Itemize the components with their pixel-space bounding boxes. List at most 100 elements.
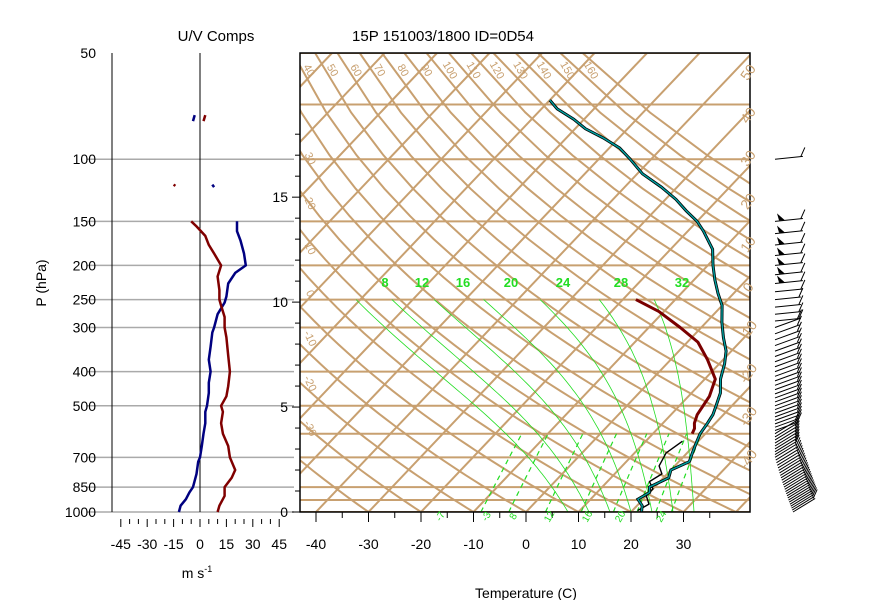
dry-adiabat: [300, 189, 737, 512]
dry-adiabat: [300, 107, 750, 472]
wind-barb-shaft: [774, 318, 800, 328]
dry-adiabat: [403, 53, 750, 340]
wind-barb-feather: [796, 391, 802, 401]
wind-component-v_upper: [202, 114, 207, 122]
isotherm: [630, 385, 750, 512]
theta-label-top: 140: [534, 60, 554, 82]
wind-barb-shaft: [774, 330, 800, 341]
theta-label-left: -20: [301, 374, 319, 393]
wind-barb-shaft: [774, 324, 800, 335]
wind-barb-feather: [798, 302, 804, 312]
isotherm-label-right: -20: [736, 360, 761, 386]
wind-barb-feather: [796, 371, 802, 381]
pressure-tick-label: 850: [73, 479, 97, 495]
wind-barb-shaft: [790, 492, 814, 507]
wind-axis-unit: m s: [182, 565, 205, 581]
wind-barb-feather: [800, 279, 806, 290]
wind-barb-shaft: [776, 448, 799, 464]
wind-barb-feather: [800, 209, 806, 219]
wind-barb-feather: [796, 321, 802, 332]
wind-barb-feather: [796, 395, 802, 405]
isotherm: [315, 53, 750, 512]
temperature-axis-label: Temperature (C): [475, 585, 577, 600]
wind-barb-feather: [796, 343, 802, 354]
wind-barb-shaft: [774, 288, 803, 293]
wind-barb-shaft: [788, 488, 812, 503]
wind-barb-shaft: [774, 357, 800, 368]
wind-barb-shaft: [774, 384, 800, 395]
wind-barb-feather: [800, 253, 806, 263]
theta-label-top: 40: [300, 62, 317, 79]
wind-barb-shaft: [792, 497, 816, 513]
height-tick-label: 0: [280, 504, 288, 520]
wind-tick-label: 15: [219, 536, 235, 552]
moist-adiabat: [483, 299, 632, 512]
isotherm-label-right: 40: [737, 104, 759, 126]
wind-barb-shaft: [774, 396, 800, 407]
wind-barb-shaft: [774, 440, 798, 456]
isotherm: [735, 495, 750, 512]
dry-adiabat: [300, 458, 370, 512]
temperature-tick-label: -30: [358, 536, 378, 552]
left-panel-title: U/V Comps: [178, 28, 255, 45]
wind-barb-pennant: [777, 266, 785, 274]
wind-component-u_upper: [191, 114, 196, 122]
dry-adiabat: [314, 53, 750, 426]
wind-barb-shaft: [774, 241, 803, 246]
height-tick-label: 10: [272, 294, 288, 310]
isotherm: [300, 53, 543, 310]
isotherm: [577, 330, 750, 512]
wind-barb-feather: [796, 442, 802, 452]
isotherm: [300, 53, 333, 89]
mixing-ratio-label: 20: [504, 275, 518, 290]
dry-adiabat: [300, 342, 527, 512]
wind-barb-shaft: [774, 437, 798, 453]
wind-barb-shaft: [774, 362, 800, 373]
pressure-tick-label: 200: [73, 257, 97, 273]
wind-barb-shaft: [779, 458, 802, 474]
theta-label-left: 20: [302, 196, 318, 212]
sounding-dewpoint: [637, 440, 683, 512]
wind-barb-feather: [796, 439, 802, 450]
wind-barb-shaft: [774, 443, 798, 458]
wind-barb-shaft: [785, 477, 808, 492]
dry-adiabat: [300, 381, 475, 512]
temperature-tick-label: -10: [463, 536, 483, 552]
wind-barb-shaft: [788, 486, 811, 501]
wind-barb-feather: [796, 409, 802, 419]
wind-barb-shaft: [774, 317, 801, 322]
wind-barb-feather: [796, 412, 802, 422]
wind-barb-feather: [799, 452, 805, 463]
wind-barb-shaft: [774, 352, 800, 363]
temperature-tick-label: -20: [411, 536, 431, 552]
moist-adiabat: [598, 299, 674, 512]
wind-barb-feather: [800, 232, 806, 243]
skew-t-plot-area: [300, 53, 750, 512]
theta-label-top: 50: [324, 62, 341, 79]
pressure-axis-label: P (hPa): [33, 259, 49, 306]
wind-component-u: [177, 221, 248, 513]
wind-barb-shaft: [774, 434, 798, 450]
wind-barb-shaft: [791, 494, 814, 509]
dry-adiabat: [581, 53, 750, 185]
isotherm: [300, 53, 596, 365]
mixing-ratio-line: [636, 433, 670, 512]
height-tick-label: 15: [272, 189, 288, 205]
wind-barb-feather: [796, 327, 802, 337]
dry-adiabat: [300, 304, 579, 512]
wind-barb-shaft: [782, 470, 806, 486]
wind-barb-shaft: [774, 425, 798, 441]
isotherm: [300, 53, 491, 254]
wind-barb-shaft: [776, 451, 800, 466]
temperature-tick-label: 0: [522, 536, 530, 552]
wind-barb-pennant: [777, 236, 785, 244]
wind-tick-label: -45: [111, 536, 131, 552]
wind-barb-shaft: [774, 218, 803, 222]
dry-adiabat: [470, 53, 750, 280]
mixing-ratio-line: [544, 433, 584, 512]
mixing-ratio-label: 16: [456, 275, 470, 290]
wind-barb-shaft: [774, 271, 803, 276]
wind-barb-feather: [794, 426, 800, 436]
